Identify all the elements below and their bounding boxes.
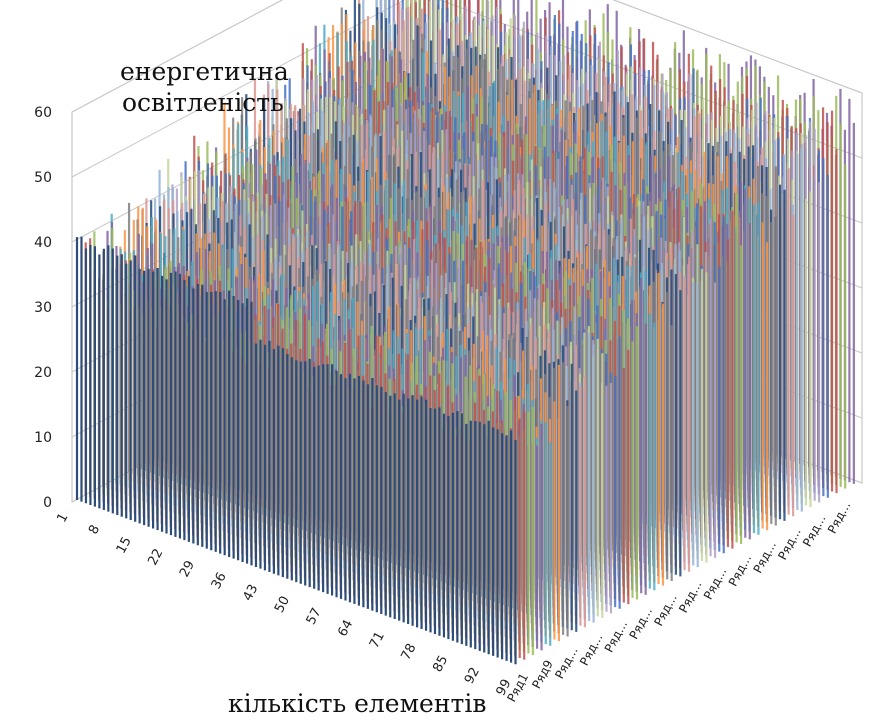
x-tick-label: 92 <box>462 665 483 687</box>
x-tick-label: 8 <box>86 523 103 537</box>
x-tick-label: 50 <box>272 594 293 616</box>
z-tick-label: 50 <box>34 170 52 186</box>
gridline <box>71 0 863 113</box>
x-tick-label: 57 <box>304 606 325 628</box>
depth-tick-label: Ряд... <box>701 565 729 602</box>
depth-tick-label: Ряд... <box>800 512 828 549</box>
depth-tick-label: Ряд... <box>726 552 754 589</box>
z-tick-label: 40 <box>34 235 52 251</box>
depth-tick-label: Ряд... <box>552 644 580 681</box>
x-tick-label: 29 <box>177 558 198 580</box>
z-axis-title-line1: енергетична <box>120 57 289 86</box>
depth-tick-label: Ряд... <box>602 618 630 655</box>
z-axis-title-line2: освітленість <box>122 88 284 117</box>
z-tick-label: 10 <box>34 430 52 446</box>
x-axis-title: кількість елементів <box>228 689 486 718</box>
data-bars <box>75 0 855 665</box>
depth-tick-label: Ряд... <box>751 539 779 576</box>
z-tick-label: 60 <box>34 105 52 121</box>
x-tick-label: 99 <box>494 677 515 699</box>
z-tick-label: 0 <box>43 495 52 511</box>
x-tick-label: 85 <box>430 653 451 675</box>
z-tick-label: 30 <box>34 300 52 316</box>
depth-tick-label: Ряд... <box>676 578 704 615</box>
x-tick-label: 71 <box>367 629 388 651</box>
depth-tick-label: Ряд... <box>825 499 853 536</box>
depth-tick-label: Ряд... <box>627 605 655 642</box>
x-tick-label: 43 <box>240 582 261 604</box>
x-tick-label: 64 <box>335 618 356 640</box>
depth-tick-label: Ряд... <box>775 526 803 563</box>
x-tick-label: 1 <box>54 511 71 525</box>
depth-tick-label: Ряд... <box>651 592 679 629</box>
x-tick-label: 15 <box>114 535 135 557</box>
depth-tick-label: Ряд... <box>577 631 605 668</box>
x-tick-label: 78 <box>399 641 420 663</box>
x-tick-label: 36 <box>209 570 230 592</box>
z-tick-label: 20 <box>34 365 52 381</box>
x-tick-label: 22 <box>145 546 166 568</box>
